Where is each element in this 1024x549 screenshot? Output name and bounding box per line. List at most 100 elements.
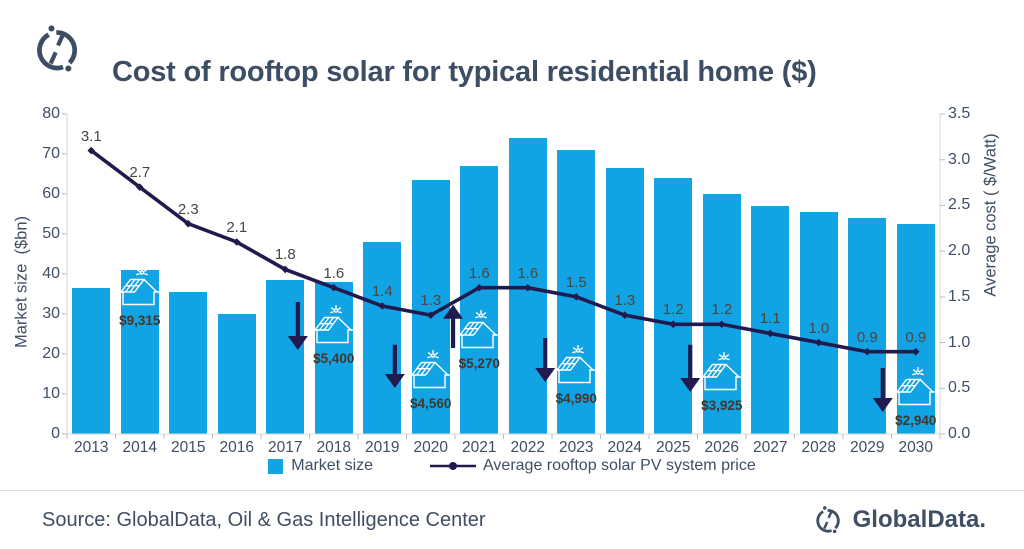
bar-2013 [72,288,111,434]
price-value-label-2029: 0.9 [856,328,878,346]
x-axis-label-2024: 2024 [607,439,642,456]
price-marker-2013 [87,146,96,155]
legend-item-market-size: Market size [268,457,373,475]
bar-2030 [896,224,935,434]
right-axis-tick-label: 3.0 [948,150,971,168]
chart-canvas [62,113,945,439]
price-marker-2027 [766,329,775,338]
left-axis-tick-label: 0 [51,425,60,442]
x-axis-label-2027: 2027 [753,439,788,456]
arrow-down-icon [872,398,893,412]
solar-panel-house-icon [457,309,499,349]
x-axis-label-2015: 2015 [171,439,206,456]
price-value-label-2017: 1.8 [274,246,296,264]
left-axis-tick-label: 60 [42,185,60,202]
price-marker-2023 [572,293,581,301]
price-marker-2021 [475,283,484,292]
price-value-label-2018: 1.6 [323,264,345,282]
bar-2018 [314,282,353,434]
price-value-label-2027: 1.1 [759,310,781,328]
arrow-down-icon [535,368,556,382]
system-price-label-2018: $5,400 [313,351,355,366]
legend-swatch-market-size [268,458,284,474]
x-axis-label-2021: 2021 [462,439,497,456]
right-axis-tick-label: 2.5 [948,196,971,214]
solar-house-annotation-2023: $4,990 [553,344,599,408]
bar-2023 [557,150,596,434]
legend-item-price-line: Average rooftop solar PV system price [429,457,756,475]
x-axis-label-2026: 2026 [704,439,739,456]
left-axis-tick-label: 20 [42,345,60,362]
price-marker-2028 [814,338,823,347]
bar-2021 [460,166,499,434]
arrow-down-icon [287,336,308,350]
globaldata-compass-mark-icon [28,20,86,83]
x-axis-label-2014: 2014 [122,439,157,456]
right-axis-tick-label: 0.0 [948,425,971,442]
page-title: Cost of rooftop solar for typical reside… [112,56,817,89]
chart-area: Market size ($bn) Average cost ( $/Watt)… [0,105,1024,475]
bar-2016 [217,314,256,434]
system-price-label-2021: $5,270 [458,356,500,371]
price-line [90,149,916,354]
system-price-label-2014: $9,315 [119,313,161,328]
price-value-label-2023: 1.5 [565,273,587,291]
x-axis-label-2019: 2019 [365,439,400,456]
price-value-label-2021: 1.6 [468,264,490,282]
legend-label-market-size: Market size [291,457,374,474]
solar-panel-house-icon [117,266,160,306]
x-axis-label-2018: 2018 [316,439,351,456]
x-axis-label-2013: 2013 [74,439,109,456]
price-value-label-2015: 2.3 [177,200,199,218]
arrow-down-icon [384,374,405,388]
source-text: Source: GlobalData, Oil & Gas Intelligen… [42,508,486,531]
globaldata-compass-mark-icon [815,506,840,534]
solar-panel-house-icon [311,304,354,344]
left-axis-tick-label: 10 [42,385,60,402]
price-marker-2030 [911,347,920,356]
solar-panel-house-icon [699,351,742,391]
bar-2015 [169,292,208,434]
bar-2027 [751,206,790,434]
x-axis-label-2028: 2028 [801,439,836,456]
system-price-label-2023: $4,990 [555,391,597,406]
globaldata-logo: GlobalData. [811,503,986,537]
price-value-label-2028: 1.0 [808,319,830,337]
right-axis-tick-label: 3.5 [948,105,971,122]
system-price-label-2030: $2,940 [895,413,937,428]
price-marker-2014 [135,183,144,191]
bar-2026 [702,194,741,434]
solar-house-annotation-2026: $3,925 [699,351,745,415]
right-axis-tick-label: 0.5 [948,379,971,397]
x-axis-label-2029: 2029 [850,439,885,456]
solar-panel-house-icon [893,366,936,406]
solar-house-annotation-2018: $5,400 [311,304,357,368]
left-axis-tick-label: 70 [42,145,60,162]
price-marker-2020 [426,311,435,319]
price-marker-2018 [329,283,338,292]
price-value-label-2016: 2.1 [226,219,248,236]
left-axis-tick-label: 30 [42,305,60,322]
bar-2025 [654,178,693,434]
price-marker-2017 [281,265,290,274]
price-marker-2024 [620,311,629,319]
solar-house-annotation-2030: $2,940 [893,366,939,430]
legend-swatch-price-line-icon [430,462,477,470]
x-axis-label-2025: 2025 [656,439,691,456]
legend: Market size Average rooftop solar PV sys… [0,457,1024,475]
price-value-label-2026: 1.2 [711,301,733,319]
right-axis-tick-label: 2.0 [948,242,971,260]
price-marker-2015 [184,219,193,228]
bar-2014 [120,270,159,434]
price-value-label-2019: 1.4 [371,283,393,300]
solar-panel-house-icon [408,349,451,389]
x-axis-label-2020: 2020 [413,439,448,456]
left-axis-tick-label: 80 [42,105,60,122]
price-marker-2029 [863,347,872,356]
system-price-label-2026: $3,925 [701,398,743,413]
right-axis-tick-label: 1.0 [948,333,971,351]
solar-house-annotation-2021: $5,270 [456,309,502,373]
price-marker-2022 [523,283,532,292]
price-value-label-2024: 1.3 [614,292,636,310]
